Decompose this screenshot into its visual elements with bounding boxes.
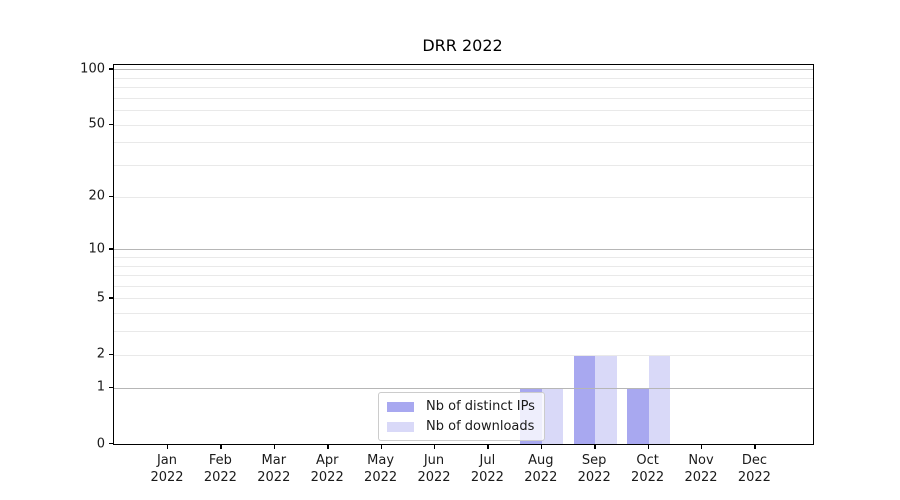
x-tick-month: Apr: [315, 453, 339, 468]
gridline-minor: [114, 354, 813, 356]
x-tick-label: Sep 2022: [564, 452, 624, 486]
x-tick-year: 2022: [470, 470, 504, 485]
x-tick-month: Aug: [528, 453, 554, 468]
x-tick-mark: [434, 444, 436, 450]
x-tick-year: 2022: [364, 470, 398, 485]
gridline-minor: [114, 257, 813, 258]
gridline-minor: [114, 77, 813, 79]
x-tick-year: 2022: [737, 470, 771, 485]
gridline-major: [114, 249, 813, 251]
x-tick-year: 2022: [417, 470, 451, 485]
x-tick-label: Mar 2022: [244, 452, 304, 486]
gridline-minor: [114, 142, 813, 144]
y-tick-mark: [109, 297, 113, 299]
x-tick-month: Jan: [156, 453, 178, 468]
y-tick-mark: [109, 386, 113, 389]
x-tick-mark: [647, 444, 649, 450]
y-tick-label: 10: [88, 241, 105, 257]
x-tick-year: 2022: [577, 470, 611, 485]
x-tick-mark: [273, 444, 276, 450]
x-tick-month: Jul: [479, 453, 496, 468]
x-tick-label: Dec 2022: [724, 452, 784, 486]
x-tick-year: 2022: [203, 470, 237, 485]
x-tick-mark: [380, 444, 382, 450]
y-tick-label: 2: [96, 346, 105, 362]
y-tick-mark: [109, 195, 113, 198]
bar-distinct-ips: [573, 354, 596, 444]
x-tick-year: 2022: [310, 470, 344, 485]
gridline-major: [114, 69, 813, 71]
gridline-major: [114, 387, 813, 389]
gridline-minor: [114, 97, 813, 99]
x-tick-label: Apr 2022: [297, 452, 357, 486]
bar-downloads: [595, 354, 617, 444]
x-tick-year: 2022: [631, 470, 665, 485]
gridline-minor: [114, 298, 813, 300]
y-tick-mark: [109, 123, 113, 126]
gridline-minor: [114, 87, 813, 89]
legend-label-distinct-ips: Nb of distinct IPs: [426, 399, 535, 414]
legend-swatch-distinct-ips: [387, 401, 414, 412]
legend-label-downloads: Nb of downloads: [426, 419, 535, 434]
x-tick-label: Jun 2022: [404, 452, 464, 486]
chart-title: DRR 2022: [422, 36, 503, 55]
y-tick-label: 50: [88, 116, 105, 132]
x-tick-label: Jul 2022: [457, 452, 517, 486]
x-tick-label: Feb 2022: [190, 452, 250, 486]
x-tick-month: Dec: [741, 453, 767, 468]
x-tick-month: Jun: [423, 453, 445, 468]
x-tick-year: 2022: [257, 470, 291, 485]
bar-downloads: [648, 354, 670, 444]
gridline-minor: [114, 275, 813, 277]
gridline-minor: [114, 110, 813, 112]
x-tick-year: 2022: [150, 470, 184, 485]
x-tick-month: May: [367, 453, 395, 468]
x-tick-mark: [487, 444, 489, 450]
x-tick-month: Nov: [688, 453, 714, 468]
x-tick-month: Feb: [208, 453, 232, 468]
legend-item-downloads: Nb of downloads: [387, 418, 535, 435]
gridline-minor: [114, 196, 813, 198]
x-tick-mark: [540, 444, 543, 450]
x-tick-label: Jan 2022: [137, 452, 197, 486]
x-tick-label: May 2022: [351, 452, 411, 486]
x-tick-mark: [220, 444, 222, 450]
legend: Nb of distinct IPs Nb of downloads: [378, 392, 545, 441]
x-tick-year: 2022: [684, 470, 718, 485]
x-tick-label: Oct 2022: [618, 452, 678, 486]
x-tick-label: Aug 2022: [511, 452, 571, 486]
x-tick-mark: [701, 444, 703, 450]
y-tick-mark: [109, 443, 113, 445]
y-tick-label: 5: [96, 290, 105, 306]
gridline-minor: [114, 331, 813, 333]
x-tick-mark: [327, 444, 329, 450]
x-tick-month: Sep: [581, 453, 607, 468]
gridline-minor: [114, 124, 813, 126]
x-tick-mark: [167, 444, 169, 450]
x-tick-label: Nov 2022: [671, 452, 731, 486]
x-tick-mark: [594, 444, 596, 450]
y-tick-label: 0: [96, 436, 105, 451]
gridline-minor: [114, 165, 813, 167]
y-tick-label: 20: [88, 188, 105, 204]
y-tick-label: 100: [80, 61, 105, 77]
y-tick-mark: [109, 68, 113, 70]
y-tick-mark: [109, 248, 113, 250]
x-tick-month: Mar: [261, 453, 287, 468]
gridline-minor: [114, 265, 813, 267]
bar-downloads: [541, 387, 564, 444]
gridline-minor: [114, 313, 813, 315]
gridline-minor: [114, 285, 813, 287]
y-tick-label: 1: [96, 379, 105, 395]
plot-area: [113, 64, 814, 445]
x-tick-month: Oct: [636, 453, 659, 468]
bar-distinct-ips: [627, 387, 649, 444]
x-tick-year: 2022: [524, 470, 558, 485]
y-tick-mark: [109, 353, 113, 356]
x-tick-mark: [754, 444, 756, 450]
legend-swatch-downloads: [387, 421, 414, 432]
legend-item-distinct-ips: Nb of distinct IPs: [387, 398, 535, 415]
